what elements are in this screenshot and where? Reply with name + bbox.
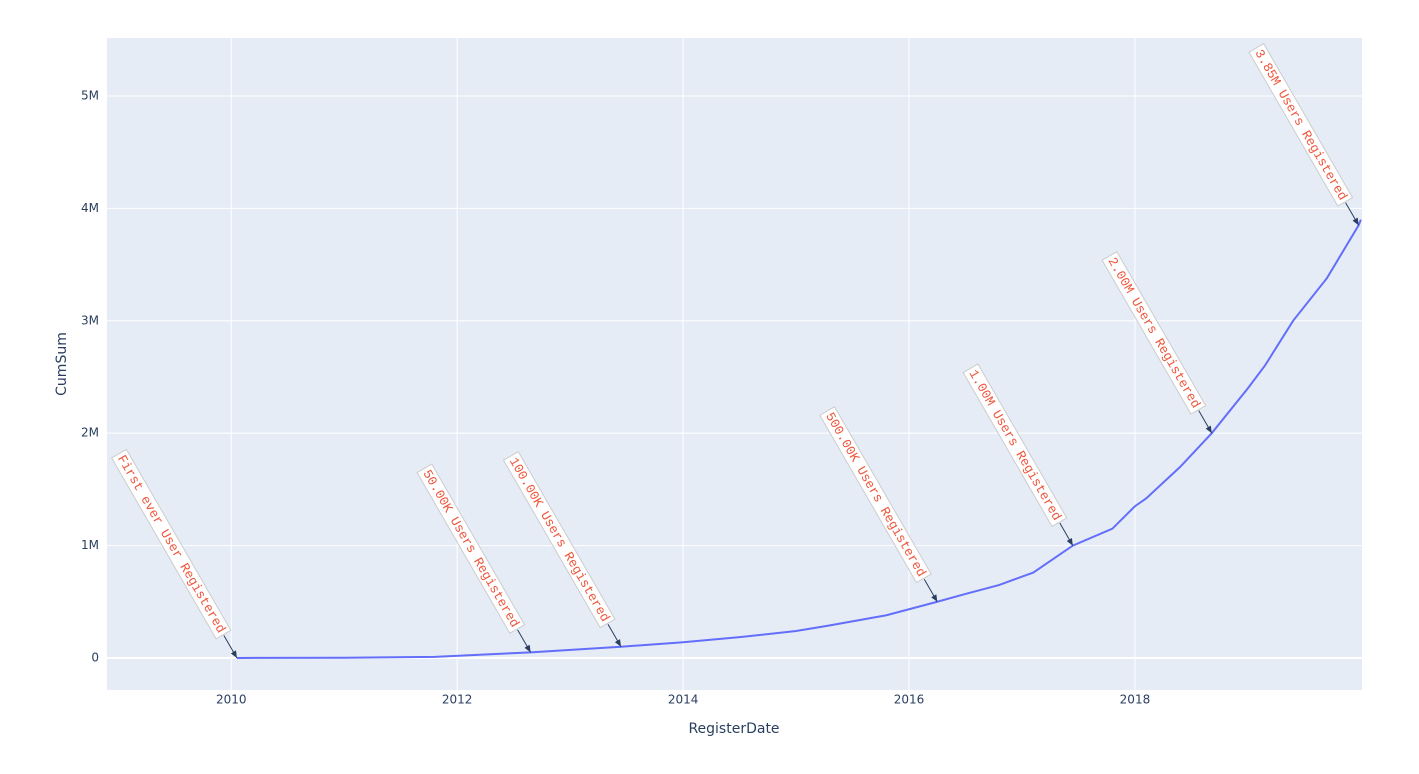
y-tick-label: 3M xyxy=(81,313,99,327)
y-tick-label: 2M xyxy=(81,426,99,440)
arrow-head xyxy=(614,639,621,647)
x-tick-label: 2018 xyxy=(1120,693,1151,707)
arrow-head xyxy=(230,650,237,658)
annotation-box xyxy=(819,406,932,584)
x-axis-title: RegisterDate xyxy=(688,721,779,737)
annotation-box xyxy=(1248,43,1354,207)
annotation-box xyxy=(1101,250,1207,415)
annotation-box xyxy=(416,463,526,634)
y-tick-label: 4M xyxy=(81,201,99,215)
arrow-head xyxy=(524,644,531,653)
y-tick-label: 0 xyxy=(91,650,99,664)
line-series xyxy=(236,219,1362,659)
plot-area xyxy=(107,38,1362,690)
x-tick-label: 2012 xyxy=(442,693,473,707)
x-tick-label: 2014 xyxy=(668,693,699,707)
y-axis-title: CumSum xyxy=(54,332,70,396)
annotation-box xyxy=(962,363,1068,528)
y-tick-label: 5M xyxy=(81,88,99,102)
x-tick-label: 2010 xyxy=(216,693,247,707)
arrow-head xyxy=(1352,217,1359,226)
x-tick-label: 2016 xyxy=(894,693,925,707)
annotation-box xyxy=(502,451,616,629)
annotation-box xyxy=(110,448,232,640)
arrow-head xyxy=(1205,425,1212,434)
arrow-head xyxy=(931,594,938,602)
arrow-head xyxy=(1066,538,1073,546)
y-tick-label: 1M xyxy=(81,538,99,552)
